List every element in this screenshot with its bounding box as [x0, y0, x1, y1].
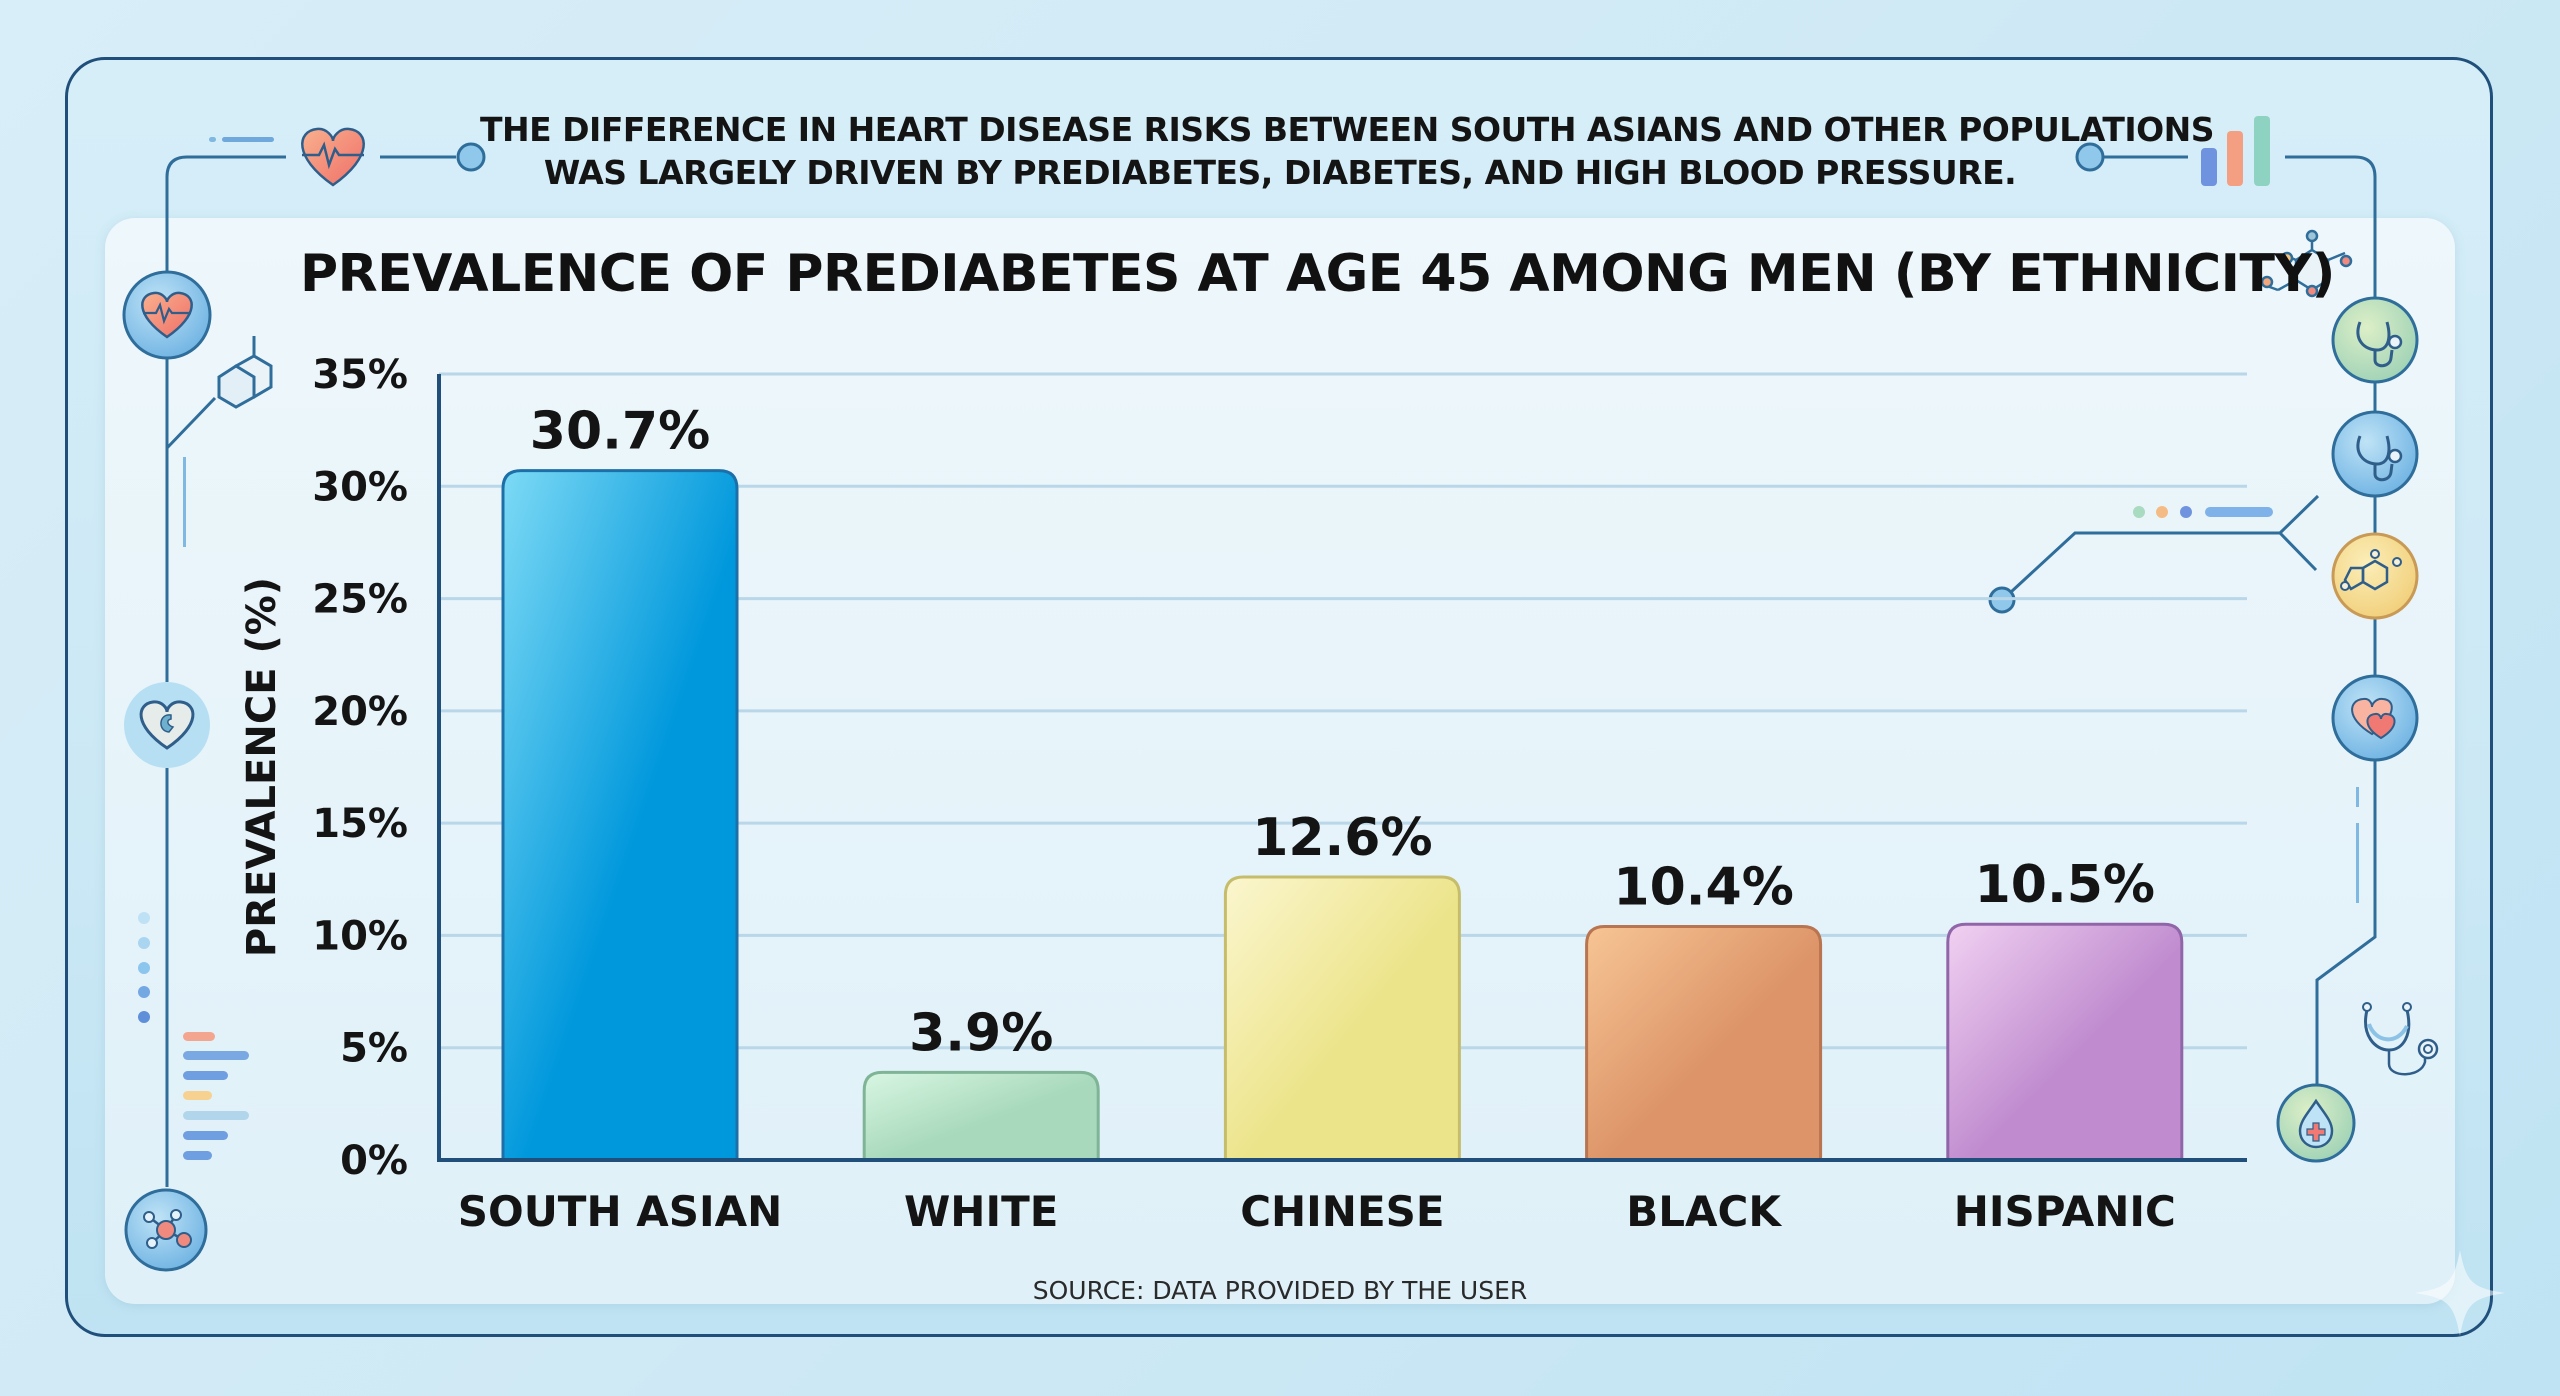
category-label: SOUTH ASIAN — [458, 1187, 783, 1236]
y-tick-label: 0% — [340, 1138, 408, 1184]
value-label: 10.4% — [1613, 857, 1793, 917]
y-tick-label: 10% — [312, 913, 408, 959]
top-left-dash — [209, 137, 274, 142]
molecule-ring-icon — [217, 336, 273, 409]
value-label: 30.7% — [530, 402, 710, 462]
data-dots-icon — [138, 912, 150, 1023]
left-connector — [165, 155, 456, 1187]
category-label: BLACK — [1626, 1187, 1782, 1236]
subtitle-line-2: WAS LARGELY DRIVEN BY PREDIABETES, DIABE… — [543, 153, 2017, 192]
bar-hispanic — [1946, 922, 2184, 1162]
benzene-icon — [2260, 229, 2353, 298]
sparkle-icon — [2415, 1250, 2505, 1336]
stethoscope-green-icon — [2331, 296, 2419, 384]
y-axis-label: PREVALENCE (%) — [239, 577, 285, 957]
heart-pulse-badge-icon — [122, 270, 212, 360]
heart-pulse-icon — [301, 127, 365, 187]
connector-node-right — [2075, 142, 2105, 172]
right-tick-mark — [2356, 787, 2359, 807]
bar-chinese — [1223, 875, 1461, 1162]
value-label: 12.6% — [1252, 808, 1432, 868]
header-subtitle: THE DIFFERENCE IN HEART DISEASE RISKS BE… — [480, 108, 2215, 194]
subtitle-line-1: THE DIFFERENCE IN HEART DISEASE RISKS BE… — [480, 110, 2215, 149]
legend-dots-icon — [2133, 506, 2273, 518]
right-connector — [2009, 155, 2377, 1085]
source-note: SOURCE: DATA PROVIDED BY THE USER — [1032, 1276, 1528, 1305]
bar-chart-icon — [2201, 116, 2270, 186]
y-tick-label: 5% — [340, 1026, 408, 1072]
bar-lines-icon — [183, 1032, 249, 1160]
y-tick-label: 30% — [312, 464, 408, 510]
value-label: 3.9% — [909, 1003, 1053, 1063]
blood-drop-icon — [2276, 1083, 2356, 1163]
right-tick-mark-long — [2356, 823, 2359, 903]
left-tick-mark — [183, 457, 186, 547]
y-tick-label: 20% — [312, 689, 408, 735]
category-label: CHINESE — [1240, 1187, 1444, 1236]
bar-white — [862, 1070, 1100, 1162]
bars — [501, 469, 2184, 1162]
value-label: 10.5% — [1975, 855, 2155, 915]
category-label: WHITE — [904, 1187, 1058, 1236]
stethoscope-blue-icon — [2331, 410, 2419, 498]
chart-title: PREVALENCE OF PREDIABETES AT AGE 45 AMON… — [300, 244, 2335, 304]
chemical-structure-icon — [2331, 532, 2419, 620]
y-tick-label: 35% — [312, 352, 408, 398]
category-labels: SOUTH ASIAN WHITE CHINESE BLACK HISPANIC — [458, 1187, 2176, 1236]
category-label: HISPANIC — [1954, 1187, 2176, 1236]
molecule-network-icon — [124, 1188, 208, 1272]
bar-south-asian — [501, 469, 739, 1162]
value-labels: 30.7% 3.9% 12.6% 10.4% 10.5% — [530, 402, 2155, 1064]
bar-black — [1585, 924, 1823, 1162]
stethoscope-icon — [2362, 1002, 2439, 1076]
double-heart-icon — [2331, 674, 2419, 762]
y-tick-label: 25% — [312, 577, 408, 623]
heart-badge-icon — [124, 682, 210, 768]
connector-node-left — [456, 142, 486, 172]
y-tick-label: 15% — [312, 801, 408, 847]
y-axis-ticks: 0% 5% 10% 15% 20% 25% 30% 35% — [312, 352, 408, 1184]
